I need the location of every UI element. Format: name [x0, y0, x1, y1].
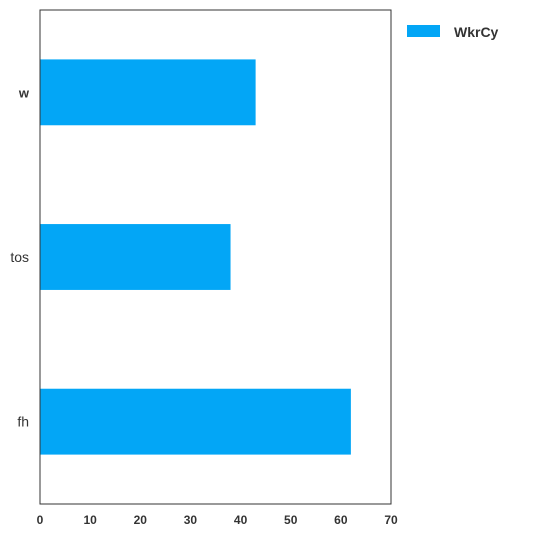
bar-w: [40, 59, 256, 126]
x-axis-ticks: 0 10 20 30 40 50 60 70: [37, 513, 398, 527]
plot-frame: [39, 9, 392, 505]
x-tick-label: 40: [234, 513, 248, 527]
x-tick-label: 20: [134, 513, 148, 527]
legend-swatch: [407, 25, 440, 37]
x-tick-label: 60: [334, 513, 348, 527]
y-tick-label: fh: [17, 414, 29, 430]
bar-fh: [40, 388, 351, 455]
bar-tos: [40, 224, 231, 290]
x-tick-label: 70: [384, 513, 398, 527]
x-tick-label: 30: [184, 513, 198, 527]
legend-label: WkrCy: [454, 24, 499, 40]
x-tick-label: 10: [83, 513, 97, 527]
y-tick-label: tos: [10, 249, 29, 265]
bars-layer: [40, 59, 351, 455]
x-tick-label: 0: [37, 513, 44, 527]
x-tick-label: 50: [284, 513, 298, 527]
legend: WkrCy: [407, 24, 499, 40]
y-tick-label: w: [18, 85, 30, 100]
y-axis-ticks: w tos fh: [10, 85, 30, 429]
